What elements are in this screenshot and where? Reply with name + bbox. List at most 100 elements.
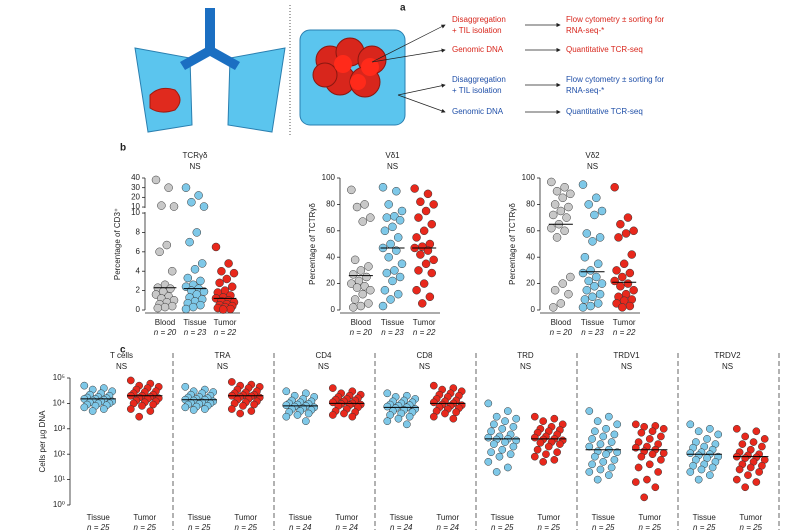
annotation: NS (116, 362, 127, 371)
data-point (362, 272, 371, 282)
chart-title: Vδ2 (585, 151, 600, 160)
data-point (340, 409, 348, 418)
data-point (282, 401, 291, 410)
data-point (402, 420, 411, 429)
data-point (425, 292, 435, 302)
data-point (366, 213, 375, 222)
data-point (604, 412, 613, 421)
x-tick-label: Tissue (390, 513, 414, 522)
data-point (80, 381, 89, 390)
n-label: n = 25 (538, 523, 561, 530)
data-point (590, 210, 599, 220)
step-text: Disaggregation (452, 15, 506, 24)
data-point (192, 228, 202, 237)
data-point (200, 405, 209, 413)
data-point (645, 460, 654, 469)
data-point (547, 177, 556, 187)
chart-title: TRDV1 (613, 351, 640, 360)
data-point (625, 268, 635, 278)
data-point (380, 285, 390, 295)
data-point (560, 226, 569, 236)
data-point (544, 442, 553, 451)
data-point (585, 442, 594, 451)
n-label: n = 25 (134, 523, 157, 530)
data-point (556, 299, 566, 308)
chart-title: TRDV2 (714, 351, 741, 360)
data-point (616, 281, 625, 291)
data-point (643, 475, 651, 484)
y-tick-label: 6 (136, 247, 141, 256)
x-tick-label: Tumor (413, 318, 436, 327)
y-tick-label: 40 (526, 252, 535, 261)
data-point (356, 266, 366, 275)
data-point (429, 381, 438, 390)
n-label: n = 25 (592, 523, 615, 530)
data-point (640, 493, 649, 502)
n-label: n = 20 (154, 328, 177, 337)
data-point (356, 301, 366, 311)
data-point (618, 272, 627, 282)
data-point (397, 206, 407, 216)
data-point (395, 272, 405, 282)
y-tick-label: 10 (131, 202, 140, 211)
n-label: n = 25 (87, 523, 110, 530)
y-tick-label: 0 (531, 305, 536, 314)
data-point (358, 217, 367, 226)
data-point (393, 289, 403, 299)
data-point (419, 226, 429, 236)
data-point (610, 430, 619, 439)
data-point (621, 229, 631, 238)
data-point (414, 213, 423, 222)
data-point (189, 406, 198, 414)
data-point (591, 427, 599, 436)
annotation: NS (217, 362, 228, 371)
y-tick-label: 80 (326, 200, 335, 209)
data-point (619, 259, 629, 269)
data-point (651, 483, 660, 492)
data-point (595, 233, 605, 242)
data-point (247, 407, 256, 415)
data-point (582, 229, 592, 238)
annotation: NS (419, 362, 430, 371)
data-point (382, 213, 392, 222)
data-point (550, 285, 560, 295)
data-point (416, 250, 425, 259)
n-label: n = 23 (581, 328, 604, 337)
x-tick-label: Blood (351, 318, 371, 327)
data-point (383, 417, 392, 426)
data-point (562, 213, 571, 222)
step-text: RNA-seq-* (566, 26, 604, 35)
data-point (552, 186, 562, 196)
data-point (732, 475, 741, 484)
data-point (498, 445, 507, 454)
data-point (548, 303, 558, 312)
data-point (181, 382, 190, 391)
data-point (378, 182, 388, 192)
data-point (423, 246, 433, 255)
data-point (181, 304, 191, 314)
data-point (185, 237, 194, 247)
data-point (627, 250, 637, 259)
x-tick-label: Tissue (581, 318, 605, 327)
data-point (741, 432, 750, 441)
chart-title: TCRγδ (183, 151, 208, 160)
data-point (384, 200, 393, 209)
data-point (590, 281, 599, 291)
data-point (694, 427, 703, 436)
step-text: Quantitative TCR-seq (566, 107, 643, 116)
data-point (738, 440, 747, 448)
n-label: n = 20 (550, 328, 573, 337)
data-point (138, 402, 146, 410)
data-point (222, 274, 232, 284)
data-point (631, 443, 640, 452)
data-point (533, 445, 542, 454)
data-point (686, 449, 695, 457)
y-tick-label: 60 (326, 226, 335, 235)
y-tick-label: 2 (136, 286, 141, 295)
y-tick-label: 8 (136, 228, 141, 237)
data-point (744, 471, 752, 479)
data-point (735, 465, 744, 474)
data-point (637, 452, 646, 461)
data-point (429, 398, 438, 407)
data-point (449, 414, 458, 423)
